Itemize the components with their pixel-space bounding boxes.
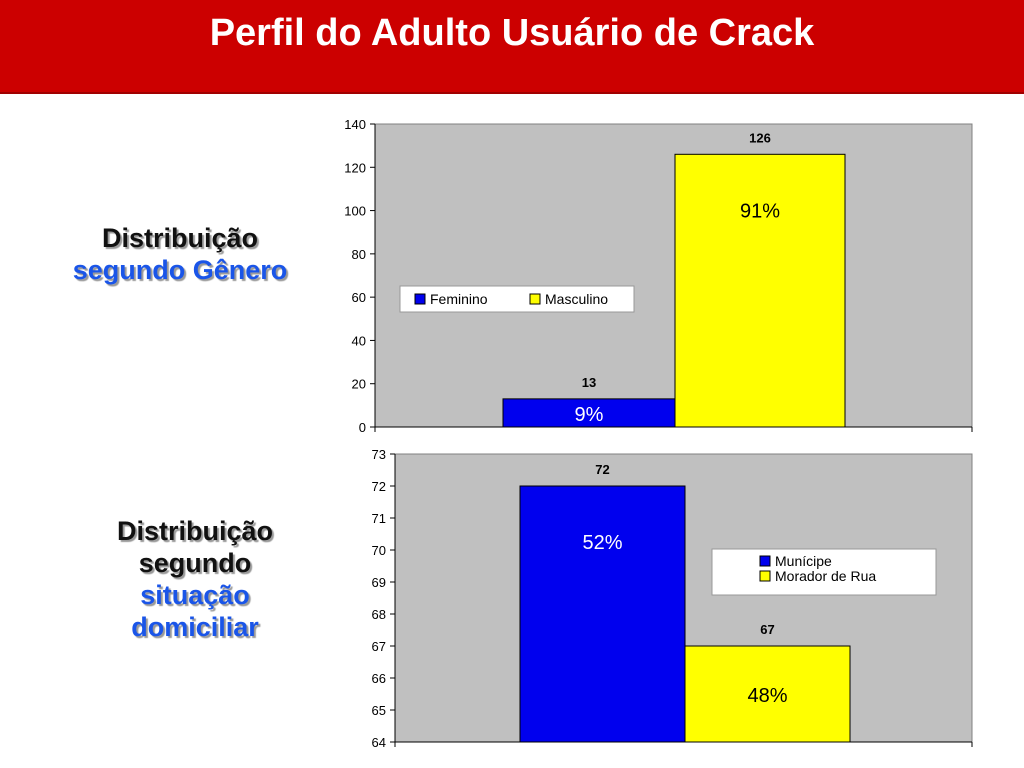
domicile-y-tick-label: 65 [372, 703, 386, 718]
domicile-legend-swatch-0 [759, 555, 771, 567]
title-bar: Perfil do Adulto Usuário de Crack [0, 0, 1024, 94]
domicile-bar-0 [519, 485, 686, 743]
domicile-label-line4: domiciliar [131, 612, 259, 642]
gender-legend-label-1: Masculino [545, 291, 608, 307]
domicile-y-tick-label: 70 [372, 543, 386, 558]
domicile-chart-label: Distribuição segundo situação domiciliar [70, 515, 320, 643]
gender-legend-swatch-0 [414, 293, 426, 305]
gender-y-tick-label: 20 [352, 377, 366, 392]
gender-value-label-1: 126 [749, 130, 771, 145]
domicile-percent-label-0: 52% [582, 532, 622, 554]
gender-y-tick-label: 0 [359, 420, 366, 435]
gender-chart-label: Distribuição segundo Gênero [40, 222, 320, 286]
gender-y-tick-label: 120 [344, 160, 366, 175]
domicile-y-tick-label: 73 [372, 447, 386, 462]
domicile-label-line1: Distribuição [116, 516, 274, 546]
gender-percent-label-0: 9% [575, 404, 604, 426]
gender-bar-0 [502, 398, 676, 428]
gender-y-tick-label: 40 [352, 333, 366, 348]
domicile-percent-label-1: 48% [747, 685, 787, 707]
domicile-y-tick-label: 67 [372, 639, 386, 654]
domicile-y-tick-label: 64 [372, 735, 386, 750]
gender-label-line1: Distribuição [101, 223, 259, 253]
domicile-y-tick-label: 71 [372, 511, 386, 526]
domicile-legend-label-0: Munícipe [775, 553, 832, 569]
gender-value-label-0: 13 [582, 375, 596, 390]
gender-y-tick-label: 140 [344, 117, 366, 132]
gender-y-tick-label: 60 [352, 290, 366, 305]
gender-legend [399, 285, 635, 313]
domicile-bar-1 [684, 645, 851, 743]
gender-y-tick-label: 80 [352, 247, 366, 262]
domicile-y-tick-label: 66 [372, 671, 386, 686]
gender-y-tick-label: 100 [344, 204, 366, 219]
gender-legend-label-0: Feminino [430, 291, 488, 307]
page-title: Perfil do Adulto Usuário de Crack [209, 12, 815, 54]
domicile-label-line3: situação [140, 580, 250, 610]
domicile-legend-swatch-1 [759, 570, 771, 582]
domicile-y-tick-label: 68 [372, 607, 386, 622]
domicile-value-label-1: 67 [760, 622, 774, 637]
gender-bar-1 [674, 153, 846, 428]
domicile-legend [711, 548, 937, 596]
gender-legend-swatch-1 [529, 293, 541, 305]
domicile-y-tick-label: 72 [372, 479, 386, 494]
domicile-value-label-0: 72 [595, 462, 609, 477]
domicile-legend-label-1: Morador de Rua [775, 568, 876, 584]
gender-label-line2: segundo Gênero [72, 255, 288, 285]
domicile-label-line2: segundo [138, 548, 252, 578]
domicile-y-tick-label: 69 [372, 575, 386, 590]
gender-plot-area [374, 123, 973, 428]
gender-percent-label-1: 91% [740, 200, 780, 222]
